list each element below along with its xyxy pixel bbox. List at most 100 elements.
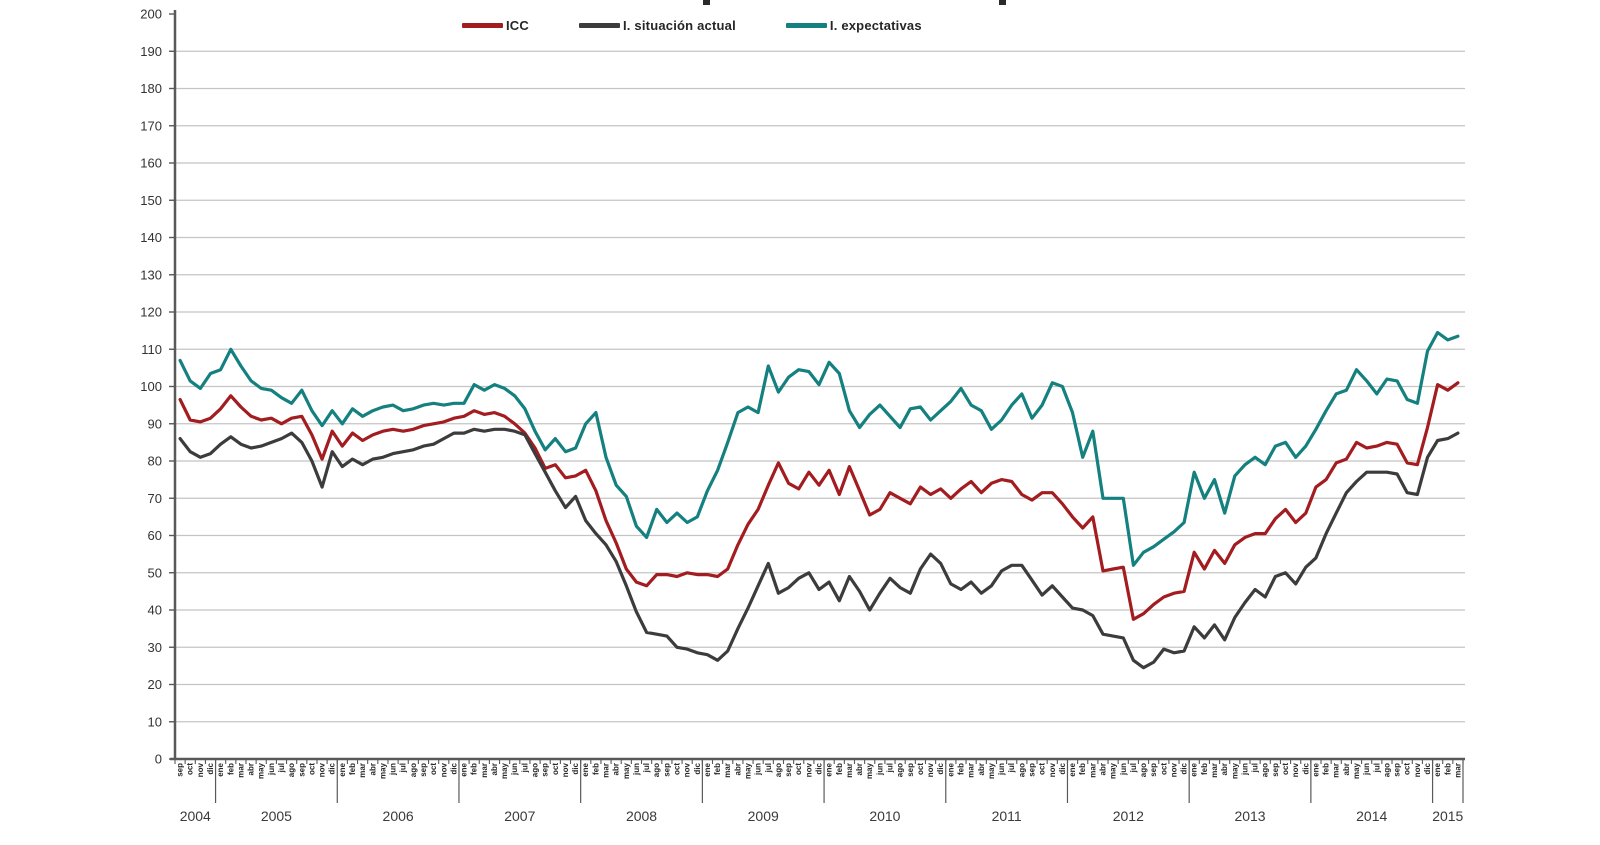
month-tick-label: nov xyxy=(1169,762,1178,777)
month-tick-label: sep xyxy=(1149,763,1158,777)
month-tick-label: ago xyxy=(409,763,418,777)
month-tick-label: may xyxy=(500,762,509,779)
month-tick-label: ago xyxy=(287,763,296,777)
month-tick-label: sep xyxy=(784,763,793,777)
month-tick-label: ene xyxy=(338,762,347,776)
month-tick-label: mar xyxy=(1210,763,1219,778)
month-tick-label: mar xyxy=(1332,763,1341,778)
month-tick-label: ago xyxy=(896,763,905,777)
month-tick-label: may xyxy=(744,762,753,779)
legend-line-swatch xyxy=(785,23,827,28)
month-tick-label: sep xyxy=(662,763,671,777)
y-tick-label: 120 xyxy=(140,305,162,320)
month-tick-label: ene xyxy=(825,762,834,776)
month-tick-label: abr xyxy=(1342,763,1351,775)
month-tick-label: oct xyxy=(794,763,803,775)
month-tick-label: dic xyxy=(206,762,215,774)
month-tick-label: ene xyxy=(946,762,955,776)
y-tick-label: 150 xyxy=(140,193,162,208)
month-tick-label: sep xyxy=(906,763,915,777)
month-tick-label: oct xyxy=(551,763,560,775)
y-tick-label: 180 xyxy=(140,81,162,96)
year-label: 2015 xyxy=(1432,808,1463,824)
month-tick-label: may xyxy=(1230,762,1239,779)
month-tick-label: abr xyxy=(1220,763,1229,775)
month-tick-label: feb xyxy=(226,763,235,775)
month-tick-label: abr xyxy=(247,763,256,775)
y-tick-label: 30 xyxy=(148,640,162,655)
month-tick-label: nov xyxy=(804,762,813,777)
month-tick-label: dic xyxy=(328,762,337,774)
year-label: 2004 xyxy=(180,808,211,824)
month-tick-label: jul xyxy=(520,763,529,773)
month-tick-label: ene xyxy=(1190,762,1199,776)
month-tick-label: ago xyxy=(652,763,661,777)
chart-legend: ICC I. situación actual I. expectativas xyxy=(462,18,922,33)
month-tick-label: oct xyxy=(1038,763,1047,775)
month-tick-label: sep xyxy=(419,763,428,777)
month-tick-label: feb xyxy=(713,763,722,775)
y-tick-label: 160 xyxy=(140,156,162,171)
month-tick-label: ene xyxy=(581,762,590,776)
y-tick-label: 100 xyxy=(140,379,162,394)
month-tick-label: jun xyxy=(389,763,398,776)
month-tick-label: may xyxy=(1352,762,1361,779)
month-tick-label: jul xyxy=(764,763,773,773)
month-tick-label: may xyxy=(257,762,266,779)
month-tick-label: sep xyxy=(1393,763,1402,777)
cropped-title-fragment xyxy=(999,0,1006,5)
month-tick-label: oct xyxy=(429,763,438,775)
y-tick-label: 80 xyxy=(148,454,162,469)
month-tick-label: jul xyxy=(885,763,894,773)
legend-item-0: ICC xyxy=(462,18,529,33)
month-tick-label: dic xyxy=(693,762,702,774)
series-line-2 xyxy=(178,330,1460,567)
month-tick-label: ene xyxy=(216,762,225,776)
year-label: 2011 xyxy=(992,808,1022,824)
month-tick-label: jun xyxy=(754,763,763,776)
legend-label: ICC xyxy=(506,18,529,33)
year-label: 2010 xyxy=(869,808,900,824)
month-tick-label: jul xyxy=(399,763,408,773)
y-tick-label: 60 xyxy=(148,528,162,543)
month-tick-label: oct xyxy=(307,763,316,775)
month-tick-label: may xyxy=(1109,762,1118,779)
legend-item-2: I. expectativas xyxy=(785,18,922,33)
month-tick-label: nov xyxy=(683,762,692,777)
month-tick-label: jun xyxy=(875,763,884,776)
month-tick-label: mar xyxy=(236,763,245,778)
month-tick-label: nov xyxy=(318,762,327,777)
cropped-title-fragment xyxy=(703,0,710,5)
legend-line-swatch xyxy=(579,23,620,28)
year-label: 2005 xyxy=(261,808,292,824)
month-tick-label: abr xyxy=(490,763,499,775)
month-tick-label: jul xyxy=(1129,763,1138,773)
month-tick-label: jun xyxy=(997,763,1006,776)
y-tick-label: 140 xyxy=(140,230,162,245)
month-tick-label: oct xyxy=(1159,763,1168,775)
month-tick-label: sep xyxy=(1027,763,1036,777)
month-tick-label: may xyxy=(987,762,996,779)
month-tick-label: sep xyxy=(297,763,306,777)
month-tick-label: jun xyxy=(1119,763,1128,776)
month-tick-label: may xyxy=(622,762,631,779)
year-label: 2014 xyxy=(1356,808,1387,824)
month-tick-label: nov xyxy=(439,762,448,777)
month-tick-label: mar xyxy=(967,763,976,778)
month-tick-label: feb xyxy=(470,763,479,775)
month-tick-label: sep xyxy=(541,763,550,777)
series-line-0 xyxy=(178,381,1460,621)
month-tick-label: dic xyxy=(1423,762,1432,774)
month-tick-label: may xyxy=(378,762,387,779)
month-tick-label: feb xyxy=(835,763,844,775)
month-tick-label: feb xyxy=(1443,763,1452,775)
month-tick-label: feb xyxy=(591,763,600,775)
series-line-1 xyxy=(178,427,1460,670)
month-tick-label: nov xyxy=(1048,762,1057,777)
y-tick-label: 190 xyxy=(140,44,162,59)
y-tick-label: 110 xyxy=(141,342,162,357)
legend-item-1: I. situación actual xyxy=(579,18,736,33)
month-tick-label: ene xyxy=(1433,762,1442,776)
year-label: 2012 xyxy=(1113,808,1144,824)
